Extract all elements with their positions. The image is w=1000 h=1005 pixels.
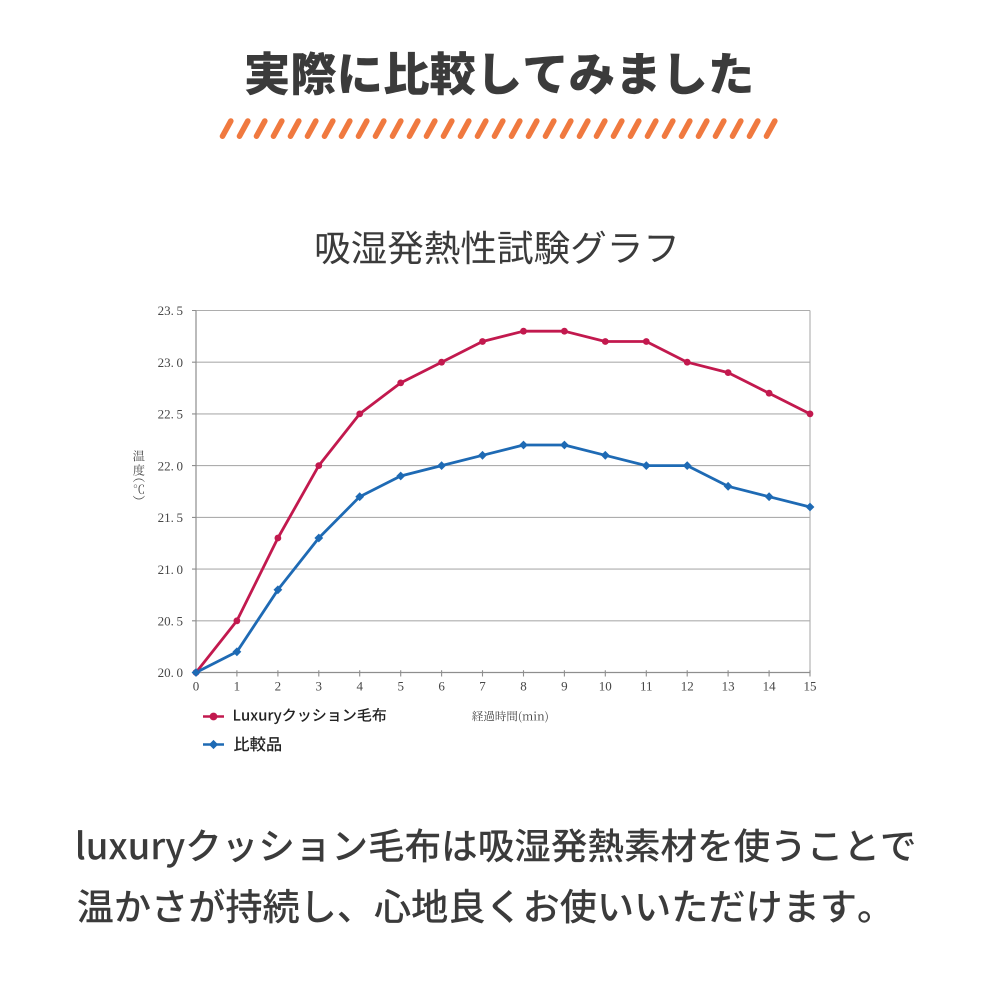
svg-text:20. 5: 20. 5 <box>158 614 183 629</box>
svg-text:5: 5 <box>397 679 404 694</box>
svg-text:14: 14 <box>763 679 777 694</box>
svg-text:23. 5: 23. 5 <box>158 303 183 318</box>
svg-text:8: 8 <box>520 679 527 694</box>
svg-text:21. 0: 21. 0 <box>158 562 183 577</box>
svg-text:13: 13 <box>722 679 735 694</box>
svg-text:23. 0: 23. 0 <box>158 355 183 370</box>
svg-text:12: 12 <box>681 679 694 694</box>
svg-text:15: 15 <box>804 679 817 694</box>
svg-text:6: 6 <box>438 679 445 694</box>
svg-text:21. 5: 21. 5 <box>158 510 183 525</box>
svg-text:0: 0 <box>193 679 200 694</box>
svg-text:9: 9 <box>561 679 568 694</box>
svg-text:7: 7 <box>479 679 486 694</box>
svg-text:2: 2 <box>275 679 282 694</box>
svg-text:1: 1 <box>234 679 241 694</box>
svg-text:3: 3 <box>316 679 323 694</box>
svg-text:11: 11 <box>640 679 653 694</box>
svg-text:22. 0: 22. 0 <box>158 458 183 473</box>
svg-text:4: 4 <box>356 679 363 694</box>
svg-text:22. 5: 22. 5 <box>158 407 183 422</box>
svg-text:10: 10 <box>599 679 612 694</box>
svg-text:20. 0: 20. 0 <box>158 665 183 680</box>
